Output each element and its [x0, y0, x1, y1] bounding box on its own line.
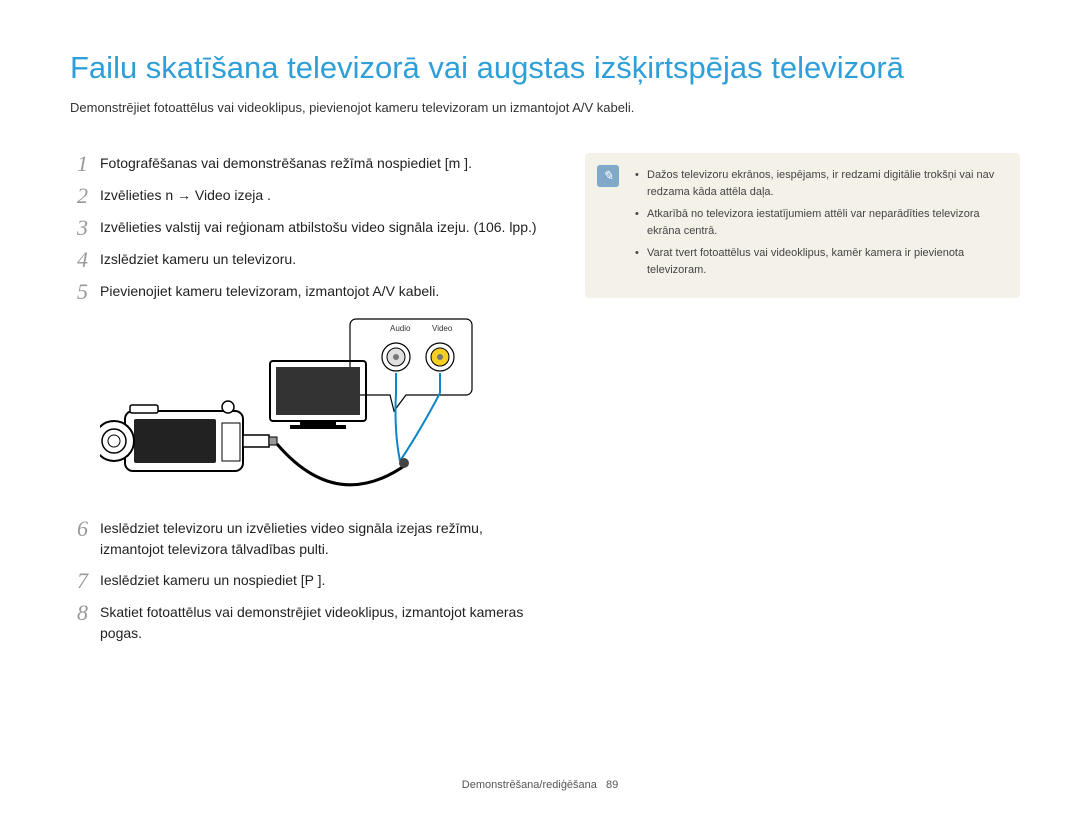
step-number: 2 [70, 185, 88, 207]
page-subtitle: Demonstrējiet fotoattēlus vai videoklipu… [70, 100, 1020, 115]
step-number: 4 [70, 249, 88, 271]
footer-section: Demonstrēšana/rediģēšana [462, 779, 597, 791]
info-list-item: Atkarībā no televizora iestatījumiem att… [635, 206, 1004, 239]
step-text: Fotografēšanas vai demonstrēšanas režīmā… [100, 153, 472, 174]
page-footer: Demonstrēšana/rediģēšana 89 [0, 779, 1080, 791]
connection-diagram: Audio Video [100, 313, 480, 508]
step-text: Pievienojiet kameru televizoram, izmanto… [100, 281, 439, 302]
step-text: Izvēlieties valstij vai reģionam atbilst… [100, 217, 537, 238]
columns: 1 Fotografēšanas vai demonstrēšanas režīm… [70, 153, 1020, 654]
right-column: ✎ Dažos televizoru ekrānos, iespējams, i… [585, 153, 1020, 654]
step-text: Ieslēdziet kameru un nospiediet [P ]. [100, 570, 325, 591]
info-list-item: Varat tvert fotoattēlus vai videoklipus,… [635, 245, 1004, 278]
step-number: 3 [70, 217, 88, 239]
step-item: 4 Izslēdziet kameru un televizoru. [70, 249, 545, 271]
steps-list-bottom: 6 Ieslēdziet televizoru un izvēlieties vi… [70, 518, 545, 644]
step-item: 6 Ieslēdziet televizoru un izvēlieties vi… [70, 518, 545, 560]
step-text: Ieslēdziet televizoru un izvēlieties vid… [100, 518, 545, 560]
av-cable [396, 393, 441, 461]
audio-label: Audio [390, 324, 411, 333]
step-item: 7 Ieslēdziet kameru un nospiediet [P ]. [70, 570, 545, 592]
step-number: 6 [70, 518, 88, 540]
left-column: 1 Fotografēšanas vai demonstrēšanas režīm… [70, 153, 545, 654]
step-text: Skatiet fotoattēlus vai demonstrējiet vi… [100, 602, 545, 644]
step-item: 3 Izvēlieties valstij vai reģionam atbils… [70, 217, 545, 239]
step-item: 1 Fotografēšanas vai demonstrēšanas režīm… [70, 153, 545, 175]
page-title: Failu skatīšana televizorā vai augstas i… [70, 50, 1020, 86]
step-number: 7 [70, 570, 88, 592]
video-label: Video [432, 324, 453, 333]
note-icon: ✎ [597, 165, 619, 187]
info-list-item: Dažos televizoru ekrānos, iespējams, ir … [635, 167, 1004, 200]
step-text: Izvēlieties n → Video izeja . [100, 185, 271, 206]
step-number: 5 [70, 281, 88, 303]
step-text: Izslēdziet kameru un televizoru. [100, 249, 296, 270]
step-number: 8 [70, 602, 88, 624]
info-box: ✎ Dažos televizoru ekrānos, iespējams, i… [585, 153, 1020, 298]
step-number: 1 [70, 153, 88, 175]
steps-list-top: 1 Fotografēšanas vai demonstrēšanas režīm… [70, 153, 545, 303]
camera-icon [100, 401, 277, 471]
footer-page-number: 89 [606, 779, 618, 791]
info-list: Dažos televizoru ekrānos, iespējams, ir … [635, 167, 1004, 278]
step-item: 8 Skatiet fotoattēlus vai demonstrējiet v… [70, 602, 545, 644]
step-item: 5 Pievienojiet kameru televizoram, izmant… [70, 281, 545, 303]
step-item: 2 Izvēlieties n → Video izeja . [70, 185, 545, 207]
